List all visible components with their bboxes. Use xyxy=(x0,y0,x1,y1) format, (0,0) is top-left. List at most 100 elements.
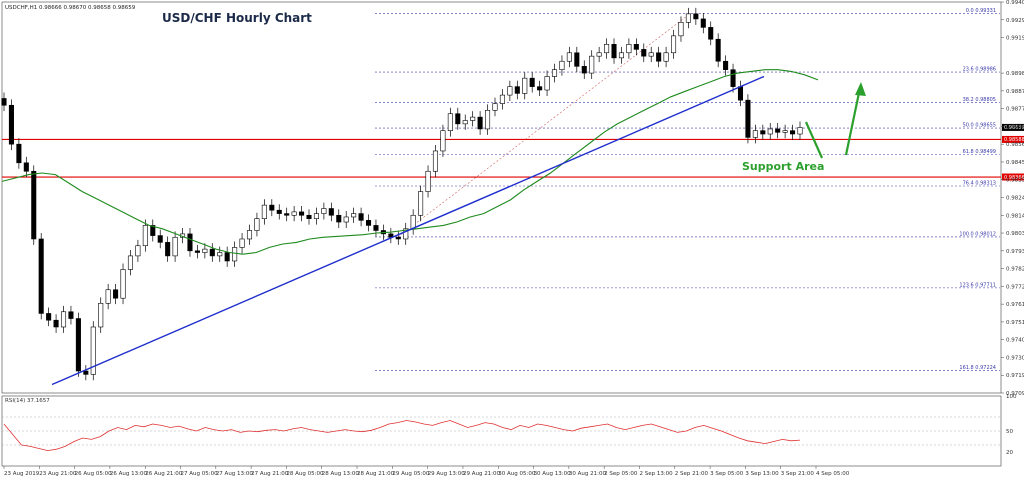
candle-body xyxy=(685,13,691,23)
candle-body xyxy=(559,60,565,71)
trend-line xyxy=(51,75,765,386)
candle-body xyxy=(507,86,513,96)
fib-anchor-line xyxy=(397,13,691,238)
candle-body xyxy=(239,238,245,248)
candle-body xyxy=(395,236,401,240)
time-tick-label: 28 Aug 21:00 xyxy=(357,471,395,477)
candle-body xyxy=(276,209,282,214)
candle-body xyxy=(172,236,178,257)
horizontal-level-tag-label: 0.98366 xyxy=(1004,175,1024,181)
candle-body xyxy=(418,191,424,216)
candle-body xyxy=(261,204,267,219)
fib-level-label: 0.0 0.99331 xyxy=(966,8,996,14)
time-tick-label: 3 Sep 13:00 xyxy=(745,471,779,477)
down-arrow-line xyxy=(804,121,824,159)
horizontal-level-tag xyxy=(1002,135,1024,143)
candle-body xyxy=(187,233,193,252)
horizontal-levels: 0.98588 0.98366 0.98659 xyxy=(2,123,1024,181)
candle-body xyxy=(120,269,126,299)
time-tick-label: 4 Sep 05:00 xyxy=(816,471,850,477)
current-price-tag-label: 0.98659 xyxy=(1004,125,1024,131)
candle-body xyxy=(157,235,163,243)
candle-body xyxy=(403,228,409,240)
time-tick-label: 23 Aug 2019 xyxy=(4,471,40,477)
candle-body xyxy=(499,94,505,104)
fib-level-label: 50.0 0.98655 xyxy=(963,123,996,129)
price-tick-label: 0.97615 xyxy=(1006,302,1024,308)
candle-body xyxy=(299,211,305,216)
candle-body xyxy=(432,150,439,172)
up-arrow-line xyxy=(844,87,862,156)
candle-body xyxy=(485,110,491,130)
candle-body xyxy=(790,130,796,135)
fibonacci-levels: 0.0 0.99331 23.6 0.98986 38.2 0.98805 50.0 … xyxy=(375,8,1000,371)
fib-level-label: 123.6 0.97711 xyxy=(959,282,996,288)
candle-body xyxy=(16,143,22,164)
candle-body xyxy=(165,242,171,257)
candle-body xyxy=(618,52,624,59)
candle-body xyxy=(135,245,141,257)
candle-body xyxy=(589,55,595,74)
candle-body xyxy=(98,302,104,328)
rsi-tick-label: 100 xyxy=(1006,394,1017,400)
price-tick-label: 0.98665 xyxy=(1006,124,1024,130)
candle-body xyxy=(291,211,297,216)
price-tick-label: 0.98245 xyxy=(1006,196,1024,202)
price-tick-label: 0.98455 xyxy=(1006,160,1024,166)
candle-body xyxy=(358,213,364,221)
candle-body xyxy=(648,52,654,57)
candle-body xyxy=(596,52,602,57)
candle-body xyxy=(336,214,342,223)
fib-level-label: 23.6 0.98986 xyxy=(963,67,996,73)
fib-level-label: 38.2 0.98805 xyxy=(963,97,996,103)
candle-body xyxy=(410,214,416,230)
candle-body xyxy=(492,103,498,111)
candle-body xyxy=(53,319,59,328)
chart-title: USD/CHF Hourly Chart xyxy=(162,11,312,25)
trend-line xyxy=(51,75,765,386)
rsi-label: RSI(14) 37.1657 xyxy=(5,398,50,404)
candle-body xyxy=(775,128,781,133)
candle-body xyxy=(566,52,572,62)
candle-body xyxy=(23,162,29,172)
candle-body xyxy=(678,22,684,37)
candle-body xyxy=(209,248,215,257)
candle-body xyxy=(254,218,260,231)
fib-level-label: 76.4 0.98313 xyxy=(963,180,996,186)
horizontal-level-tag xyxy=(1002,173,1024,181)
price-tick-label: 0.97825 xyxy=(1006,267,1024,273)
candle-body xyxy=(522,77,528,94)
time-tick-label: 29 Aug 13:00 xyxy=(428,471,466,477)
candle-body xyxy=(194,250,200,253)
time-tick-label: 30 Aug 13:00 xyxy=(534,471,572,477)
candle-body xyxy=(641,49,647,57)
candle-body xyxy=(745,99,751,138)
fib-level-label: 100.0 0.98012 xyxy=(959,231,996,237)
candle-body xyxy=(544,76,550,91)
candle-body xyxy=(708,27,714,40)
symbol-header: USDCHF,H1 0.98666 0.98670 0.98658 0.9865… xyxy=(5,5,136,11)
current-price-tag xyxy=(1002,123,1024,131)
rsi-tick-label: 50 xyxy=(1006,429,1013,435)
candle-body xyxy=(797,127,803,135)
candle-body xyxy=(321,208,327,214)
candle-body xyxy=(127,255,133,270)
candles xyxy=(1,7,803,381)
candle-body xyxy=(633,44,639,50)
candle-body xyxy=(462,120,468,125)
time-tick-label: 29 Aug 21:00 xyxy=(463,471,501,477)
fib-level-label: 61.8 0.98499 xyxy=(963,149,996,155)
up-arrow-head xyxy=(855,82,866,96)
candle-body xyxy=(440,130,446,152)
time-tick-label: 30 Aug 05:00 xyxy=(498,471,536,477)
candle-body xyxy=(105,289,111,304)
price-tick-label: 0.99295 xyxy=(1006,18,1024,24)
time-tick-label: 3 Sep 21:00 xyxy=(781,471,815,477)
